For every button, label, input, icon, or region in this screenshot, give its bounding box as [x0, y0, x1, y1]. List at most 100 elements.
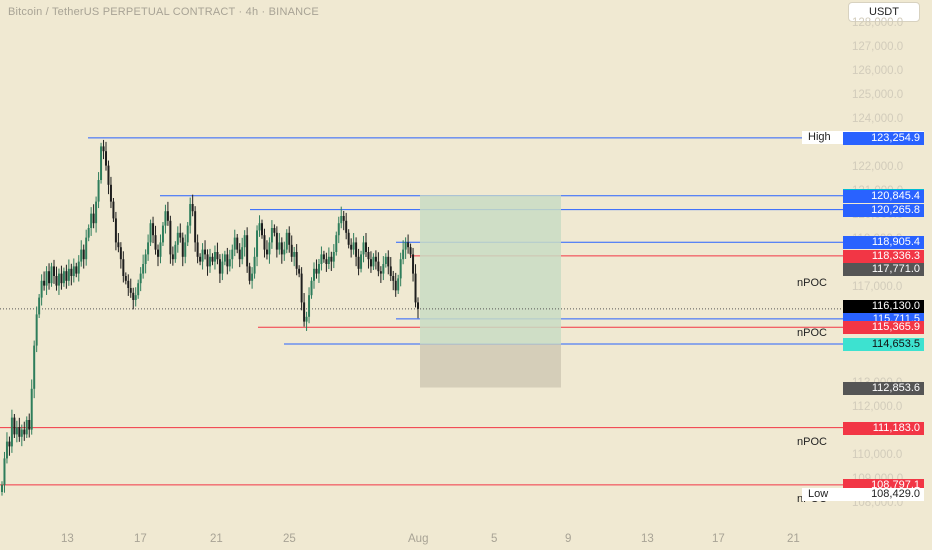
position-loss-zone	[420, 344, 561, 388]
candle	[384, 253, 387, 268]
candle	[159, 234, 162, 264]
candle	[134, 287, 137, 307]
candle	[283, 241, 286, 261]
candle	[62, 267, 65, 287]
price-tag-side-label: nPOC	[797, 435, 827, 448]
candle	[102, 139, 105, 160]
price-tag-side-label: nPOC	[797, 326, 827, 339]
candle	[55, 266, 58, 291]
candle	[397, 274, 400, 294]
candle	[327, 247, 330, 270]
candle	[196, 234, 199, 264]
candle	[280, 237, 283, 264]
candle	[256, 225, 259, 267]
candle	[231, 244, 234, 269]
candle	[357, 248, 360, 276]
candle	[355, 237, 358, 267]
candle	[57, 268, 60, 295]
candle	[194, 206, 197, 252]
candle	[105, 141, 107, 171]
candle	[300, 267, 303, 311]
currency-button[interactable]: USDT	[848, 2, 920, 22]
candle	[169, 215, 172, 264]
candle	[204, 240, 207, 260]
candle	[265, 240, 268, 260]
candle	[221, 253, 224, 281]
candle	[166, 201, 169, 226]
candle	[414, 264, 417, 308]
candle	[226, 247, 229, 275]
candle	[246, 227, 249, 273]
candle	[30, 379, 33, 435]
price-tag-side-label: High	[802, 130, 843, 144]
candle	[263, 228, 266, 258]
candle	[1, 481, 3, 496]
candle	[13, 414, 16, 438]
candle	[10, 409, 13, 453]
candle	[337, 216, 340, 244]
candle	[340, 206, 343, 229]
price-tag: 116,130.0	[843, 299, 924, 313]
candle	[342, 210, 345, 231]
x-axis-tick: 25	[283, 533, 296, 545]
candle	[85, 229, 88, 266]
candle	[5, 432, 8, 464]
candle	[330, 251, 333, 271]
candle	[53, 259, 55, 284]
y-axis-tick: 124,000.0	[852, 113, 904, 125]
candle	[228, 249, 231, 272]
x-axis-tick: 21	[210, 533, 223, 545]
candle	[161, 222, 164, 246]
candle	[90, 207, 93, 236]
candle	[317, 258, 320, 283]
candle	[310, 277, 313, 299]
candle	[189, 197, 192, 234]
candle	[77, 255, 80, 282]
candle	[288, 226, 291, 253]
price-tag: 123,254.9	[843, 131, 924, 145]
candle	[82, 244, 85, 269]
candle	[270, 220, 273, 249]
y-axis-tick: 122,000.0	[852, 161, 904, 173]
candle	[3, 451, 6, 493]
candle	[268, 237, 271, 264]
candle	[142, 254, 145, 279]
candle	[218, 254, 221, 283]
y-axis-tick: 126,000.0	[852, 65, 904, 77]
candle	[72, 258, 75, 283]
candle	[278, 233, 281, 255]
y-axis-tick: 128,000.0	[852, 17, 904, 29]
candle	[154, 225, 157, 255]
candle	[248, 262, 251, 285]
candle	[23, 421, 26, 441]
position-profit-zone	[420, 195, 561, 345]
candle	[45, 266, 48, 295]
candle	[377, 252, 380, 277]
x-axis-tick: 13	[641, 533, 654, 545]
candle	[87, 224, 90, 242]
candle	[28, 413, 31, 438]
candle	[206, 249, 209, 276]
price-tag: 120,845.4	[843, 189, 924, 203]
candle	[275, 226, 278, 258]
candle	[129, 278, 132, 298]
price-tag: 117,771.0	[843, 263, 924, 277]
candle	[122, 251, 125, 283]
price-tag: 120,265.8	[843, 203, 924, 217]
candle	[332, 244, 335, 269]
candle	[80, 240, 83, 267]
candle	[50, 262, 53, 287]
price-tag-side-label: Low	[802, 487, 843, 501]
y-axis-tick: 117,000.0	[852, 281, 903, 293]
candle	[345, 212, 348, 240]
candle	[25, 416, 28, 438]
candle	[295, 244, 298, 276]
candle	[75, 262, 78, 278]
candle	[152, 216, 155, 244]
x-axis-tick: 17	[134, 533, 147, 545]
candle	[191, 194, 194, 217]
candle	[258, 215, 261, 237]
candle	[60, 265, 63, 290]
y-axis-tick: 125,000.0	[852, 89, 904, 101]
